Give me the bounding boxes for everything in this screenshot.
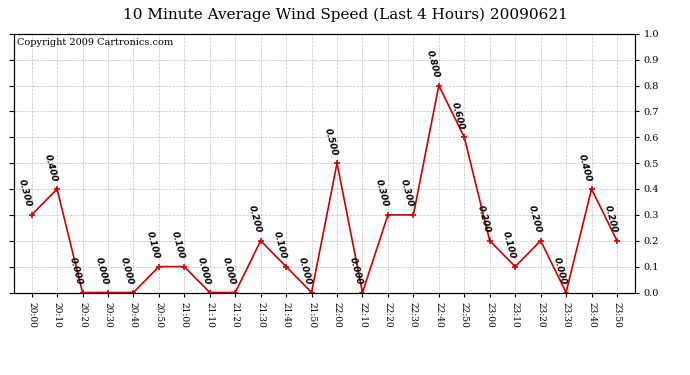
Text: 0.000: 0.000 bbox=[348, 256, 364, 286]
Text: 0.300: 0.300 bbox=[373, 178, 390, 209]
Text: 0.000: 0.000 bbox=[195, 256, 211, 286]
Text: 10 Minute Average Wind Speed (Last 4 Hours) 20090621: 10 Minute Average Wind Speed (Last 4 Hou… bbox=[123, 8, 567, 22]
Text: 0.000: 0.000 bbox=[552, 256, 568, 286]
Text: 0.400: 0.400 bbox=[43, 153, 59, 183]
Text: 0.000: 0.000 bbox=[94, 256, 110, 286]
Text: 0.500: 0.500 bbox=[323, 127, 339, 157]
Text: 0.600: 0.600 bbox=[450, 101, 466, 131]
Text: 0.000: 0.000 bbox=[221, 256, 237, 286]
Text: 0.000: 0.000 bbox=[119, 256, 135, 286]
Text: 0.100: 0.100 bbox=[501, 230, 517, 260]
Text: 0.200: 0.200 bbox=[526, 204, 542, 234]
Text: 0.800: 0.800 bbox=[424, 49, 440, 79]
Text: 0.100: 0.100 bbox=[144, 230, 161, 260]
Text: 0.400: 0.400 bbox=[577, 153, 593, 183]
Text: 0.200: 0.200 bbox=[475, 204, 491, 234]
Text: 0.000: 0.000 bbox=[68, 256, 84, 286]
Text: 0.000: 0.000 bbox=[297, 256, 313, 286]
Text: 0.200: 0.200 bbox=[246, 204, 262, 234]
Text: Copyright 2009 Cartronics.com: Copyright 2009 Cartronics.com bbox=[17, 38, 173, 46]
Text: 0.300: 0.300 bbox=[399, 178, 415, 209]
Text: 0.300: 0.300 bbox=[17, 178, 33, 209]
Text: 0.100: 0.100 bbox=[272, 230, 288, 260]
Text: 0.100: 0.100 bbox=[170, 230, 186, 260]
Text: 0.200: 0.200 bbox=[602, 204, 619, 234]
